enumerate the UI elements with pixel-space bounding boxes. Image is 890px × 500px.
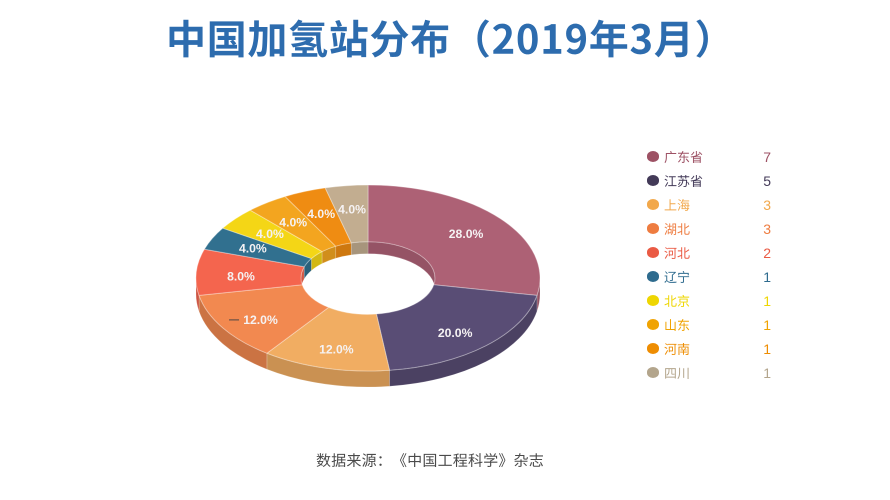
legend-label (663, 246, 690, 262)
chart-title (166, 17, 736, 66)
pie-slice (266, 306, 391, 372)
slice-label: 12.0% (243, 313, 278, 327)
glyph-run (664, 318, 689, 331)
slice-label: 4.0% (338, 203, 366, 217)
legend-label (663, 294, 690, 310)
legend-label (664, 222, 690, 238)
top-faces (195, 184, 541, 372)
slice-label: 4.0% (256, 227, 284, 241)
legend-value: 1 (763, 364, 771, 381)
slice-label: 4.0% (279, 215, 307, 229)
slice-label: 12.0% (319, 343, 354, 357)
slice-label: 4.0% (307, 207, 335, 221)
glyph-run (664, 223, 690, 236)
glyph-run (664, 199, 690, 211)
legend-marker (646, 247, 659, 258)
glyph-run (664, 150, 702, 164)
legend-item: 7 (640, 145, 780, 169)
source-note (316, 452, 544, 470)
glyph-run (316, 453, 543, 468)
legend-item: 5 (640, 169, 780, 193)
glyph-run (664, 367, 689, 380)
legend-value: 1 (763, 340, 771, 357)
legend-item: 1 (640, 289, 780, 313)
legend-marker (646, 343, 659, 354)
legend-marker (646, 271, 659, 282)
glyph-run (664, 175, 702, 188)
legend-value: 5 (763, 172, 771, 189)
slice-label: 4.0% (239, 242, 267, 256)
legend-marker (646, 319, 659, 330)
glyph-run (663, 247, 690, 259)
legend-item: 1 (640, 265, 780, 289)
wall-segment (350, 241, 369, 256)
legend-value: 3 (763, 220, 771, 237)
legend-marker (646, 295, 659, 306)
legend-item: 1 (640, 337, 780, 361)
glyph-run (169, 19, 708, 58)
legend-marker (646, 223, 659, 234)
pie-slice (195, 248, 305, 296)
legend-item: 1 (640, 361, 780, 385)
legend-value: 1 (763, 292, 771, 309)
legend-label (664, 174, 703, 190)
slice-labels: 28.0%20.0%12.0%12.0%8.0%4.0%4.0%4.0%4.0%… (227, 203, 483, 357)
legend-item: 1 (640, 313, 780, 337)
legend-value: 3 (763, 196, 771, 213)
slice-label: 8.0% (227, 270, 255, 284)
legend-marker (646, 175, 659, 186)
legend-value: 1 (763, 316, 771, 333)
legend-item: 3 (640, 217, 780, 241)
legend-marker (646, 367, 659, 378)
legend-label (664, 150, 703, 166)
legend-value: 2 (763, 244, 771, 261)
pie-slice (367, 184, 541, 296)
pie-slice (324, 184, 369, 244)
legend-item: 3 (640, 193, 780, 217)
legend-label (664, 318, 690, 334)
legend-label (663, 270, 690, 286)
legend-item: 2 (640, 241, 780, 265)
legend-value: 1 (763, 268, 771, 285)
slice-label: 28.0% (449, 227, 484, 241)
legend-label (664, 198, 690, 214)
inner-walls (300, 241, 436, 291)
legend-marker (646, 151, 659, 162)
glyph-run (663, 270, 689, 284)
legend-value: 7 (763, 148, 771, 165)
pie-slice (375, 284, 538, 371)
glyph-run (663, 294, 689, 308)
slice-label: 20.0% (438, 326, 473, 340)
pie-slice (198, 284, 330, 354)
legend-marker (646, 199, 659, 210)
legend-label (664, 366, 690, 382)
legend-label (663, 342, 690, 358)
glyph-run (663, 343, 689, 355)
